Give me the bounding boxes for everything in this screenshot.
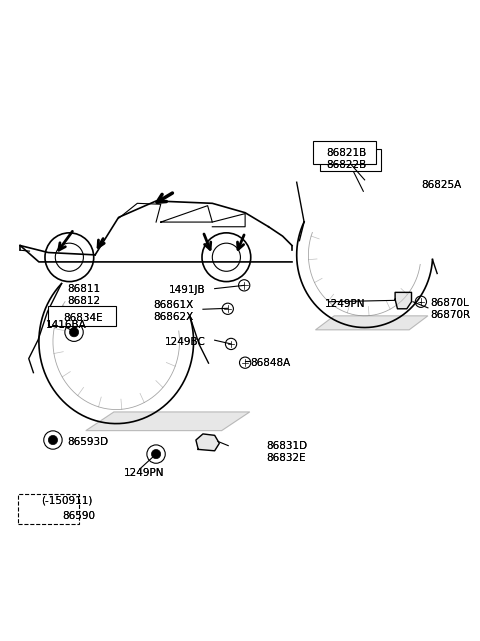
Text: 1249PN: 1249PN	[124, 468, 165, 478]
Text: 86861X
86862X: 86861X 86862X	[153, 301, 193, 322]
Text: 86821B
86822B: 86821B 86822B	[326, 148, 366, 170]
Text: 86834E: 86834E	[64, 313, 103, 323]
Text: 1249PN: 1249PN	[124, 468, 165, 478]
Bar	[48, 306, 116, 326]
Polygon shape	[86, 412, 250, 431]
Text: 1249PN: 1249PN	[325, 299, 365, 309]
Text: 1491JB: 1491JB	[168, 285, 205, 295]
FancyBboxPatch shape	[18, 494, 79, 524]
Bar	[320, 149, 381, 171]
Text: 86811
86812: 86811 86812	[67, 284, 100, 306]
Text: 1249PN: 1249PN	[325, 299, 365, 309]
Text: 86870L
86870R: 86870L 86870R	[430, 298, 470, 320]
Text: 86811
86812: 86811 86812	[67, 284, 100, 306]
Text: 86593D: 86593D	[68, 437, 108, 447]
Circle shape	[70, 328, 79, 337]
Text: 1249BC: 1249BC	[165, 337, 205, 347]
Text: 86861X
86862X: 86861X 86862X	[153, 301, 193, 322]
Text: 86831D
86832E: 86831D 86832E	[266, 441, 307, 463]
Text: 1416BA: 1416BA	[46, 320, 87, 330]
Polygon shape	[196, 434, 219, 451]
Text: 86848A: 86848A	[250, 358, 290, 368]
Text: 86590: 86590	[62, 511, 96, 521]
Text: 86831D
86832E: 86831D 86832E	[266, 441, 307, 463]
Text: 86825A: 86825A	[421, 179, 461, 190]
Polygon shape	[395, 292, 411, 309]
Text: 86848A: 86848A	[250, 358, 290, 368]
Text: 1416BA: 1416BA	[46, 320, 87, 330]
Text: 86821B
86822B: 86821B 86822B	[326, 148, 366, 170]
Text: 1491JB: 1491JB	[168, 285, 205, 295]
Text: 86590: 86590	[62, 511, 96, 521]
Text: 86825A: 86825A	[421, 179, 461, 190]
Text: 86834E: 86834E	[64, 313, 103, 323]
Text: 1249BC: 1249BC	[165, 337, 205, 347]
Polygon shape	[315, 316, 428, 330]
Text: (-150911): (-150911)	[41, 496, 93, 506]
Text: 86870L
86870R: 86870L 86870R	[430, 298, 470, 320]
Bar	[313, 140, 376, 164]
Text: 86593D: 86593D	[68, 437, 108, 447]
Circle shape	[48, 435, 58, 445]
Circle shape	[152, 449, 161, 459]
Text: (-150911): (-150911)	[41, 496, 93, 506]
Circle shape	[39, 508, 48, 517]
